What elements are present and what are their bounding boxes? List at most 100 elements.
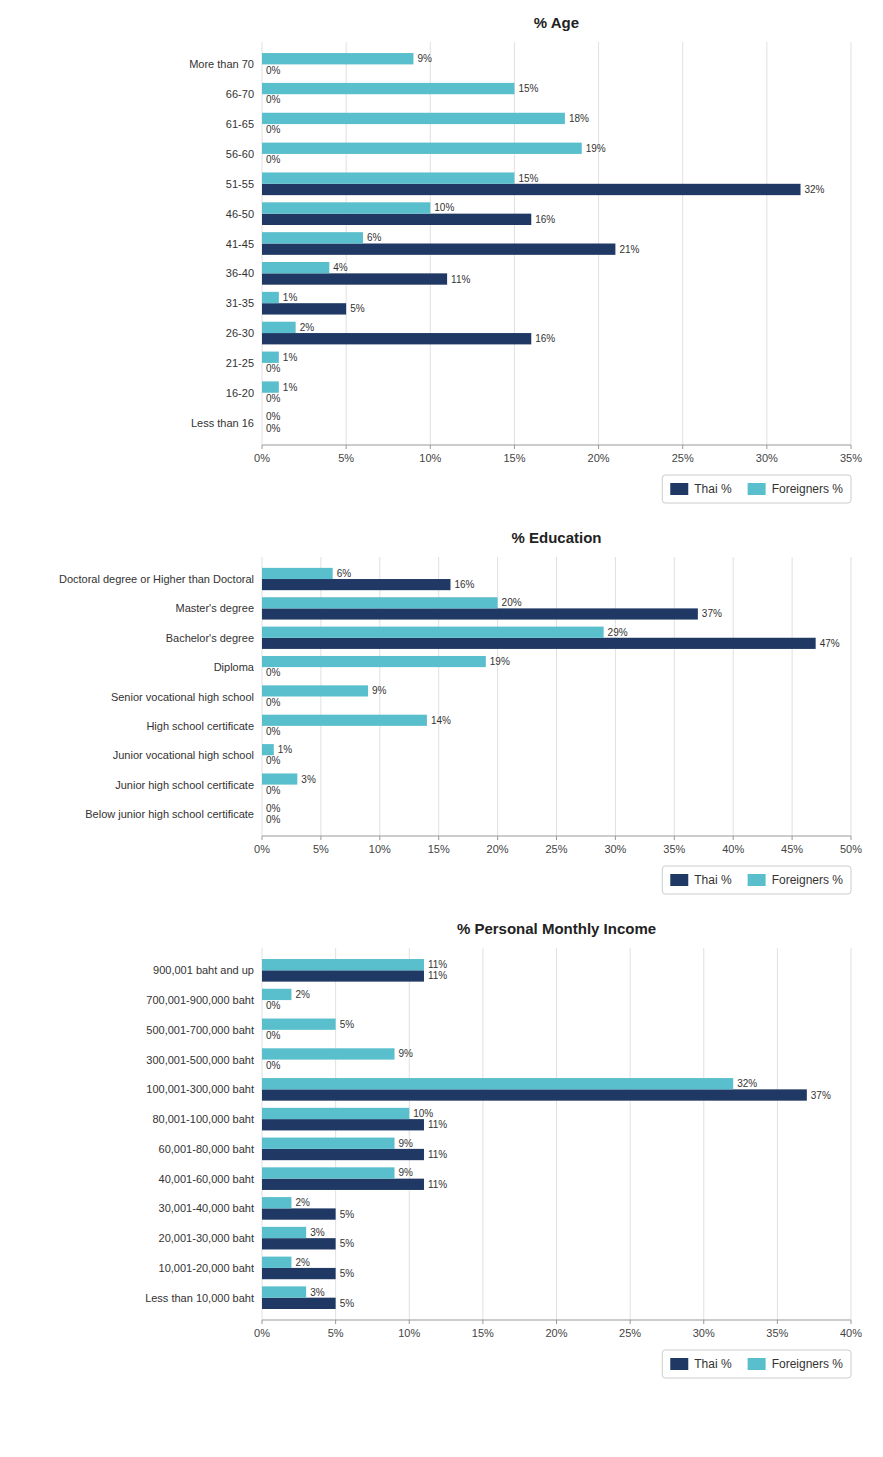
grid-line xyxy=(792,557,793,836)
bar xyxy=(262,423,263,434)
bar xyxy=(262,1089,807,1100)
data-label: 19% xyxy=(490,656,510,667)
x-axis: 0%5%10%15%20%25%30%35%40%45%50% xyxy=(254,557,862,855)
data-label: 0% xyxy=(266,65,281,76)
data-label: 3% xyxy=(310,1227,325,1238)
legend-label: Foreigners % xyxy=(772,1357,844,1371)
tick-mark xyxy=(851,1320,852,1324)
bar xyxy=(262,608,698,619)
panel-title: % Personal Monthly Income xyxy=(457,920,656,937)
category-label: Doctoral degree or Higher than Doctoral xyxy=(59,573,254,585)
category-label: Senior vocational high school xyxy=(111,691,254,703)
data-label: 16% xyxy=(454,579,474,590)
grid-line xyxy=(766,42,767,445)
data-labels: 0%0%0%0%32%16%21%11%5%16%0%0%0%9%15%18%1… xyxy=(266,53,825,434)
legend-label: Thai % xyxy=(694,1357,732,1371)
bar xyxy=(262,1119,424,1130)
data-label: 2% xyxy=(295,1197,310,1208)
bar xyxy=(262,1019,336,1030)
category-label: 10,001-20,000 baht xyxy=(159,1262,254,1274)
data-label: 14% xyxy=(431,715,451,726)
tick-label: 20% xyxy=(545,1327,567,1339)
tick-mark xyxy=(615,836,616,840)
tick-mark xyxy=(320,836,321,840)
data-label: 0% xyxy=(266,803,281,814)
category-label: 16-20 xyxy=(226,387,254,399)
tick-mark xyxy=(430,445,431,449)
bar xyxy=(262,352,279,363)
category-label: Master's degree xyxy=(175,602,254,614)
grid-line xyxy=(409,948,410,1320)
data-label: 16% xyxy=(535,333,555,344)
tick-mark xyxy=(514,445,515,449)
tick-label: 20% xyxy=(487,843,509,855)
axis-line xyxy=(262,445,851,446)
tick-label: 15% xyxy=(472,1327,494,1339)
tick-mark xyxy=(777,1320,778,1324)
tick-label: 25% xyxy=(619,1327,641,1339)
category-label: 60,001-80,000 baht xyxy=(159,1143,254,1155)
grid-line xyxy=(703,948,704,1320)
bar xyxy=(262,381,279,392)
data-label: 18% xyxy=(569,113,589,124)
legend-frame xyxy=(662,1350,851,1378)
bar xyxy=(262,1048,395,1059)
tick-mark xyxy=(703,1320,704,1324)
category-label: 100,001-300,000 baht xyxy=(146,1083,254,1095)
tick-label: 45% xyxy=(781,843,803,855)
category-label: 40,001-60,000 baht xyxy=(159,1173,254,1185)
bar xyxy=(262,1138,395,1149)
bar xyxy=(262,244,615,255)
tick-mark xyxy=(674,836,675,840)
bar xyxy=(262,1078,733,1089)
bar xyxy=(262,959,424,970)
data-label: 2% xyxy=(295,1257,310,1268)
tick-label: 25% xyxy=(672,452,694,464)
bar xyxy=(262,64,263,75)
data-label: 9% xyxy=(399,1048,414,1059)
tick-mark xyxy=(262,445,263,449)
bar xyxy=(262,143,582,154)
bar xyxy=(262,970,424,981)
bar xyxy=(262,1227,306,1238)
tick-mark xyxy=(262,836,263,840)
bar xyxy=(262,172,514,183)
category-label: 61-65 xyxy=(226,118,254,130)
legend-label: Thai % xyxy=(694,482,732,496)
grid-line xyxy=(851,42,852,445)
bar xyxy=(262,184,801,195)
bar xyxy=(262,638,816,649)
data-label: 6% xyxy=(337,568,352,579)
category-label: 21-25 xyxy=(226,357,254,369)
tick-label: 25% xyxy=(545,843,567,855)
category-label: 46-50 xyxy=(226,208,254,220)
data-label: 0% xyxy=(266,1060,281,1071)
bar xyxy=(262,1149,424,1160)
data-label: 32% xyxy=(737,1078,757,1089)
category-label: Diploma xyxy=(214,661,255,673)
tick-mark xyxy=(497,836,498,840)
panel-title: % Age xyxy=(534,14,579,31)
tick-mark xyxy=(409,1320,410,1324)
tick-label: 30% xyxy=(604,843,626,855)
panel: % Personal Monthly Income0%5%10%15%20%25… xyxy=(145,920,862,1378)
category-label: 41-45 xyxy=(226,238,254,250)
data-label: 0% xyxy=(266,411,281,422)
panel-title: % Education xyxy=(511,529,601,546)
data-label: 5% xyxy=(340,1268,355,1279)
bar xyxy=(262,94,263,105)
data-label: 11% xyxy=(428,1149,447,1160)
tick-label: 5% xyxy=(328,1327,344,1339)
bar xyxy=(262,83,514,94)
tick-label: 15% xyxy=(503,452,525,464)
data-label: 11% xyxy=(428,959,447,970)
tick-label: 35% xyxy=(663,843,685,855)
bar xyxy=(262,333,531,344)
tick-label: 35% xyxy=(766,1327,788,1339)
tick-mark xyxy=(851,836,852,840)
data-label: 5% xyxy=(340,1019,355,1030)
data-label: 0% xyxy=(266,363,281,374)
tick-label: 0% xyxy=(254,843,270,855)
bar xyxy=(262,1257,291,1268)
data-label: 0% xyxy=(266,814,281,825)
